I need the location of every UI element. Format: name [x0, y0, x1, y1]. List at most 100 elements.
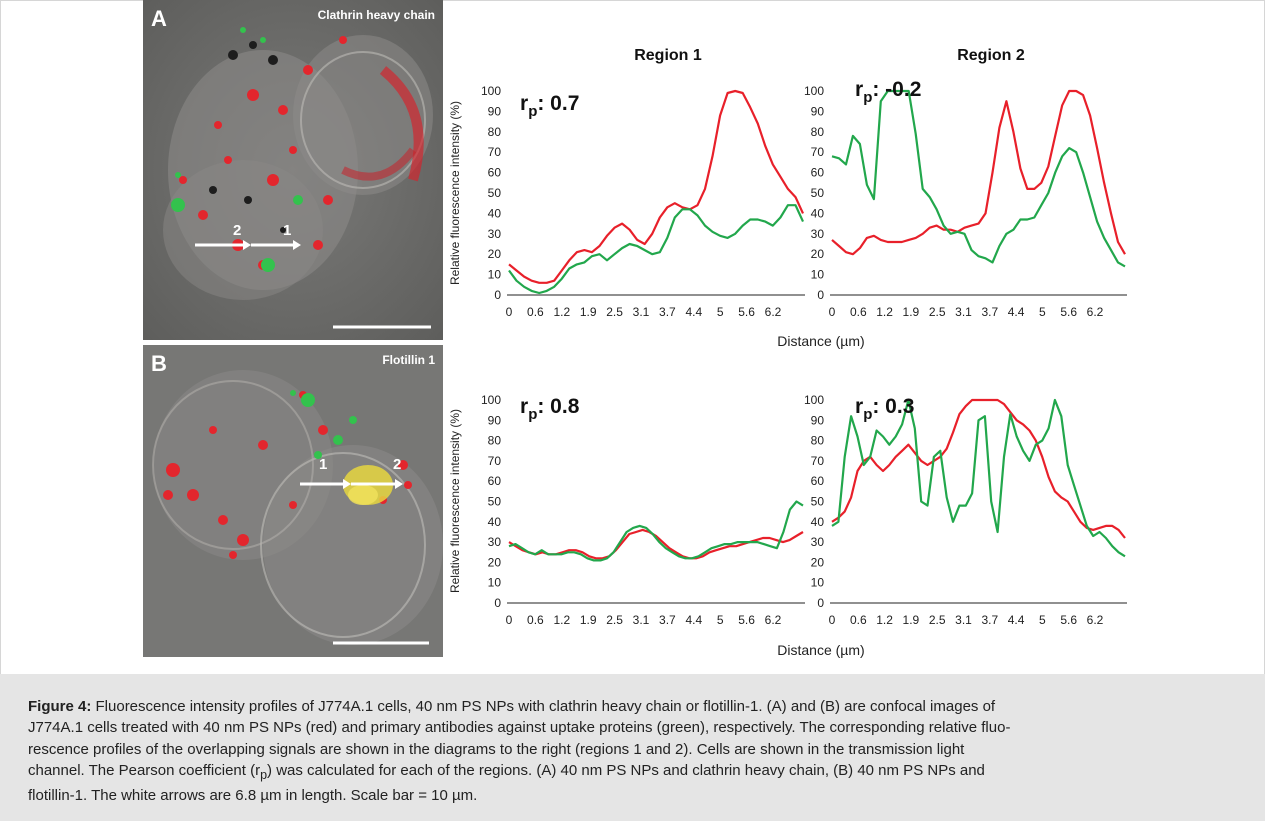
- B-region2-ytick-100: 100: [804, 393, 824, 407]
- B-region1-xtick-3: 1.9: [580, 613, 597, 627]
- figure-caption: Figure 4: Fluorescence intensity profile…: [0, 674, 1265, 821]
- A-region2-ytick-90: 90: [811, 104, 825, 118]
- A-region2-ytick-100: 100: [804, 84, 824, 98]
- B-region1-ylabel: Relative fluorescence intensity (%): [448, 409, 462, 593]
- B-region1-xtick-6: 3.7: [659, 613, 676, 627]
- B-region1-xtick-5: 3.1: [633, 613, 650, 627]
- B-region2-xtick-0: 0: [829, 613, 836, 627]
- A-region1-series-green: [508, 204, 805, 295]
- A-region1-xtick-8: 5: [717, 305, 724, 319]
- line-plots: Region 1 Region 2 0102030405060708090100…: [448, 47, 1127, 658]
- A-region1-ylabel: Relative fluorescence intensity (%): [448, 101, 462, 285]
- B-region2-xtick-8: 5: [1039, 613, 1046, 627]
- B-region2-ytick-30: 30: [811, 535, 825, 549]
- A-region2-xtick-0: 0: [829, 305, 836, 319]
- A-region1-xtick-5: 3.1: [633, 305, 650, 319]
- B-region1-ytick-80: 80: [488, 434, 502, 448]
- B-region2-ytick-10: 10: [811, 576, 825, 590]
- B-region1-ytick-100: 100: [481, 393, 501, 407]
- A-region2-xtick-10: 6.2: [1087, 305, 1104, 319]
- A-region1-ytick-30: 30: [488, 227, 502, 241]
- micrograph-a-image: [143, 0, 443, 340]
- A-region1-xtick-1: 0.6: [527, 305, 544, 319]
- A-region1-xtick-0: 0: [506, 305, 513, 319]
- caption-line-3: rescence profiles of the overlapping sig…: [28, 740, 965, 758]
- A-region1-xtick-7: 4.4: [685, 305, 702, 319]
- A-region2-pearson-annotation: rp: -0.2: [855, 78, 921, 106]
- A-region2-series-red: [831, 89, 1126, 256]
- B-region1-ytick-50: 50: [488, 495, 502, 509]
- B-region2-xtick-1: 0.6: [850, 613, 867, 627]
- A-region1-ytick-50: 50: [488, 186, 502, 200]
- A-region1-xtick-4: 2.5: [606, 305, 623, 319]
- A-region2-ytick-70: 70: [811, 145, 825, 159]
- B-region1-pearson-annotation: rp: 0.8: [520, 395, 580, 423]
- caption-line-4-sub: p: [260, 767, 268, 782]
- A-region1-xtick-2: 1.2: [553, 305, 570, 319]
- arrow-b-label-1: 1: [319, 456, 328, 473]
- B-region1-xtick-9: 5.6: [738, 613, 755, 627]
- A-region1-ytick-100: 100: [481, 84, 501, 98]
- A-region2-ytick-30: 30: [811, 227, 825, 241]
- A-region1-xtick-10: 6.2: [765, 305, 782, 319]
- A-region2-xtick-1: 0.6: [850, 305, 867, 319]
- A-region1-ytick-90: 90: [488, 104, 502, 118]
- B-region2-ytick-0: 0: [817, 596, 824, 610]
- A-region1-ytick-80: 80: [488, 125, 502, 139]
- micrograph-b-image: [143, 345, 443, 657]
- A-region1-series-red: [508, 89, 804, 284]
- B-region2-ytick-90: 90: [811, 413, 825, 427]
- caption-line-4b: ) was calculated for each of the regions…: [267, 761, 985, 779]
- xlabel-row-b: Distance (µm): [777, 642, 864, 658]
- panel-a-tag: Clathrin heavy chain: [317, 8, 435, 22]
- arrow-b-label-2: 2: [393, 456, 402, 473]
- A-region1-ytick-70: 70: [488, 145, 502, 159]
- A-region2-xtick-4: 2.5: [929, 305, 946, 319]
- B-region2-xtick-4: 2.5: [929, 613, 946, 627]
- B-region1-ytick-70: 70: [488, 454, 502, 468]
- caption-line-5: flotillin-1. The white arrows are 6.8 µm…: [28, 786, 478, 804]
- A-region1-ytick-40: 40: [488, 206, 502, 220]
- caption-label: Figure 4:: [28, 698, 92, 715]
- B-region1-xtick-8: 5: [717, 613, 724, 627]
- xlabel-row-a: Distance (µm): [777, 333, 864, 349]
- A-region2-xtick-7: 4.4: [1008, 305, 1025, 319]
- B-region2-ytick-60: 60: [811, 474, 825, 488]
- B-region2-ytick-50: 50: [811, 495, 825, 509]
- B-region1-series-green: [508, 500, 804, 562]
- A-region2-ytick-50: 50: [811, 186, 825, 200]
- A-region2-ytick-20: 20: [811, 247, 825, 261]
- A-region1-xtick-9: 5.6: [738, 305, 755, 319]
- A-region2-series-green: [831, 89, 1126, 268]
- column-title-region-1: Region 1: [634, 47, 702, 64]
- B-region1-ytick-30: 30: [488, 535, 502, 549]
- A-region2-xtick-3: 1.9: [903, 305, 920, 319]
- B-region1-xtick-0: 0: [506, 613, 513, 627]
- B-region1-xtick-2: 1.2: [553, 613, 570, 627]
- micrograph-a: A Clathrin heavy chain 2 1: [143, 0, 443, 340]
- A-region2-ytick-0: 0: [817, 288, 824, 302]
- caption-line-4a: channel. The Pearson coefficient (r: [28, 761, 261, 779]
- B-region1-xtick-4: 2.5: [606, 613, 623, 627]
- A-region1-ytick-10: 10: [488, 268, 502, 282]
- B-region2-xtick-3: 1.9: [903, 613, 920, 627]
- B-region2-series-green: [831, 398, 1126, 558]
- B-region2-xtick-6: 3.7: [981, 613, 998, 627]
- A-region2-ytick-40: 40: [811, 206, 825, 220]
- B-region2-ytick-40: 40: [811, 515, 825, 529]
- B-region2-xtick-5: 3.1: [955, 613, 972, 627]
- panel-a-letter: A: [151, 6, 167, 31]
- A-region1-ytick-20: 20: [488, 247, 502, 261]
- B-region1-ytick-0: 0: [494, 596, 501, 610]
- B-region1-xtick-10: 6.2: [765, 613, 782, 627]
- A-region2-ytick-10: 10: [811, 268, 825, 282]
- A-region1-ytick-0: 0: [494, 288, 501, 302]
- B-region2-xtick-2: 1.2: [876, 613, 893, 627]
- B-region2-xtick-9: 5.6: [1060, 613, 1077, 627]
- A-region1-pearson-annotation: rp: 0.7: [520, 92, 579, 120]
- B-region1-ytick-10: 10: [488, 576, 502, 590]
- column-title-region-2: Region 2: [957, 47, 1025, 64]
- A-region1-xtick-6: 3.7: [659, 305, 676, 319]
- B-region2-series-red: [831, 398, 1126, 539]
- A-region2-ytick-60: 60: [811, 166, 825, 180]
